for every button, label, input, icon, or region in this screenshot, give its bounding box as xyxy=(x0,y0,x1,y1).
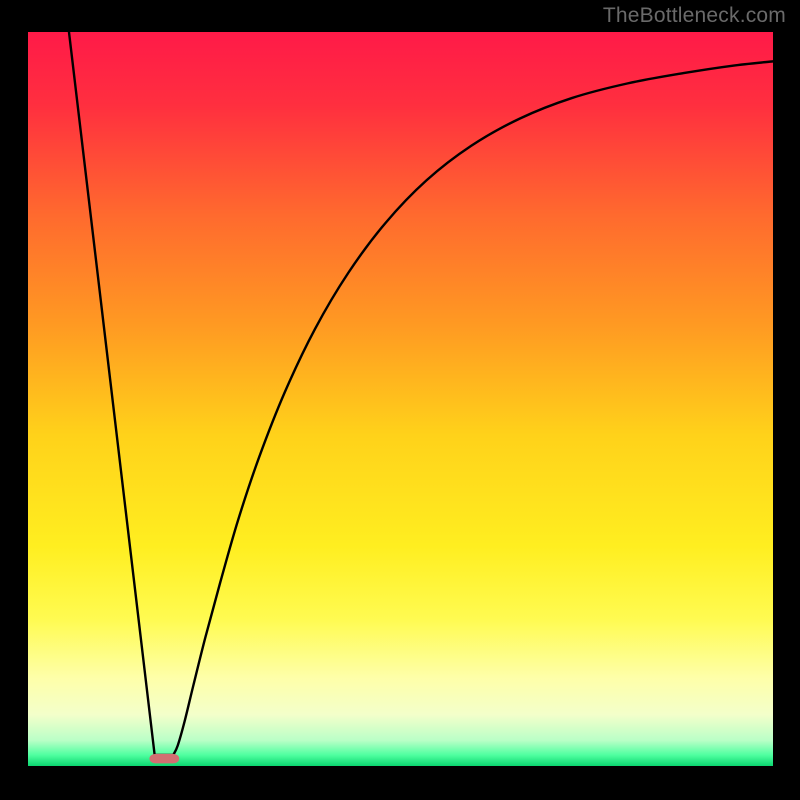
watermark-text: TheBottleneck.com xyxy=(603,4,786,28)
bottleneck-plot xyxy=(28,32,773,766)
optimum-marker xyxy=(149,754,179,764)
gradient-background xyxy=(28,32,773,766)
chart-root: TheBottleneck.com xyxy=(0,0,800,800)
